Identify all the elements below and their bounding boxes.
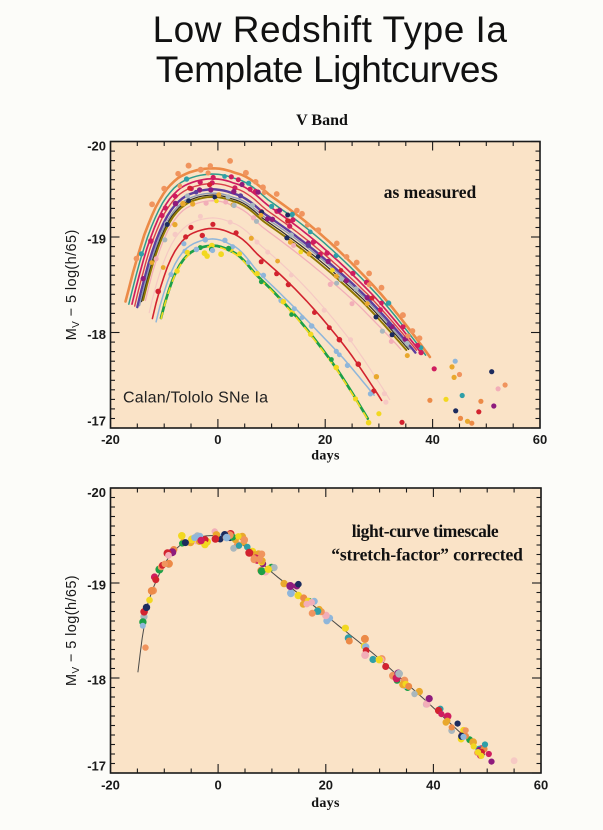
svg-text:light-curve timescale: light-curve timescale: [352, 521, 499, 541]
svg-text:“stretch-factor” corrected: “stretch-factor” corrected: [331, 545, 523, 565]
svg-text:-17: -17: [87, 414, 106, 429]
svg-text:-20: -20: [87, 139, 106, 154]
svg-text:-18: -18: [87, 673, 106, 688]
svg-text:40: 40: [425, 432, 439, 447]
svg-text:Calan/Tololo SNe Ia: Calan/Tololo SNe Ia: [123, 390, 268, 407]
svg-text:days: days: [311, 796, 340, 811]
svg-text:Low Redshift Type Ia: Low Redshift Type Ia: [153, 9, 508, 50]
svg-text:MV − 5 log(h/65): MV − 5 log(h/65): [64, 575, 82, 686]
svg-text:-20: -20: [101, 778, 120, 793]
svg-text:-18: -18: [87, 327, 106, 342]
svg-text:days: days: [311, 449, 340, 464]
svg-text:Template Lightcurves: Template Lightcurves: [156, 49, 499, 90]
svg-text:-17: -17: [87, 759, 106, 774]
svg-text:as measured: as measured: [384, 182, 477, 202]
svg-text:20: 20: [319, 778, 333, 793]
svg-text:20: 20: [318, 432, 332, 447]
svg-text:60: 60: [534, 778, 548, 793]
svg-text:V Band: V Band: [296, 112, 348, 129]
svg-text:-19: -19: [87, 232, 106, 247]
svg-text:40: 40: [426, 778, 440, 793]
svg-text:60: 60: [533, 432, 547, 447]
svg-text:0: 0: [214, 432, 221, 447]
svg-text:-19: -19: [87, 578, 106, 593]
svg-text:-20: -20: [101, 432, 120, 447]
svg-text:-20: -20: [87, 485, 106, 500]
svg-text:0: 0: [214, 778, 221, 793]
svg-text:MV − 5 log(h/65): MV − 5 log(h/65): [64, 229, 82, 340]
